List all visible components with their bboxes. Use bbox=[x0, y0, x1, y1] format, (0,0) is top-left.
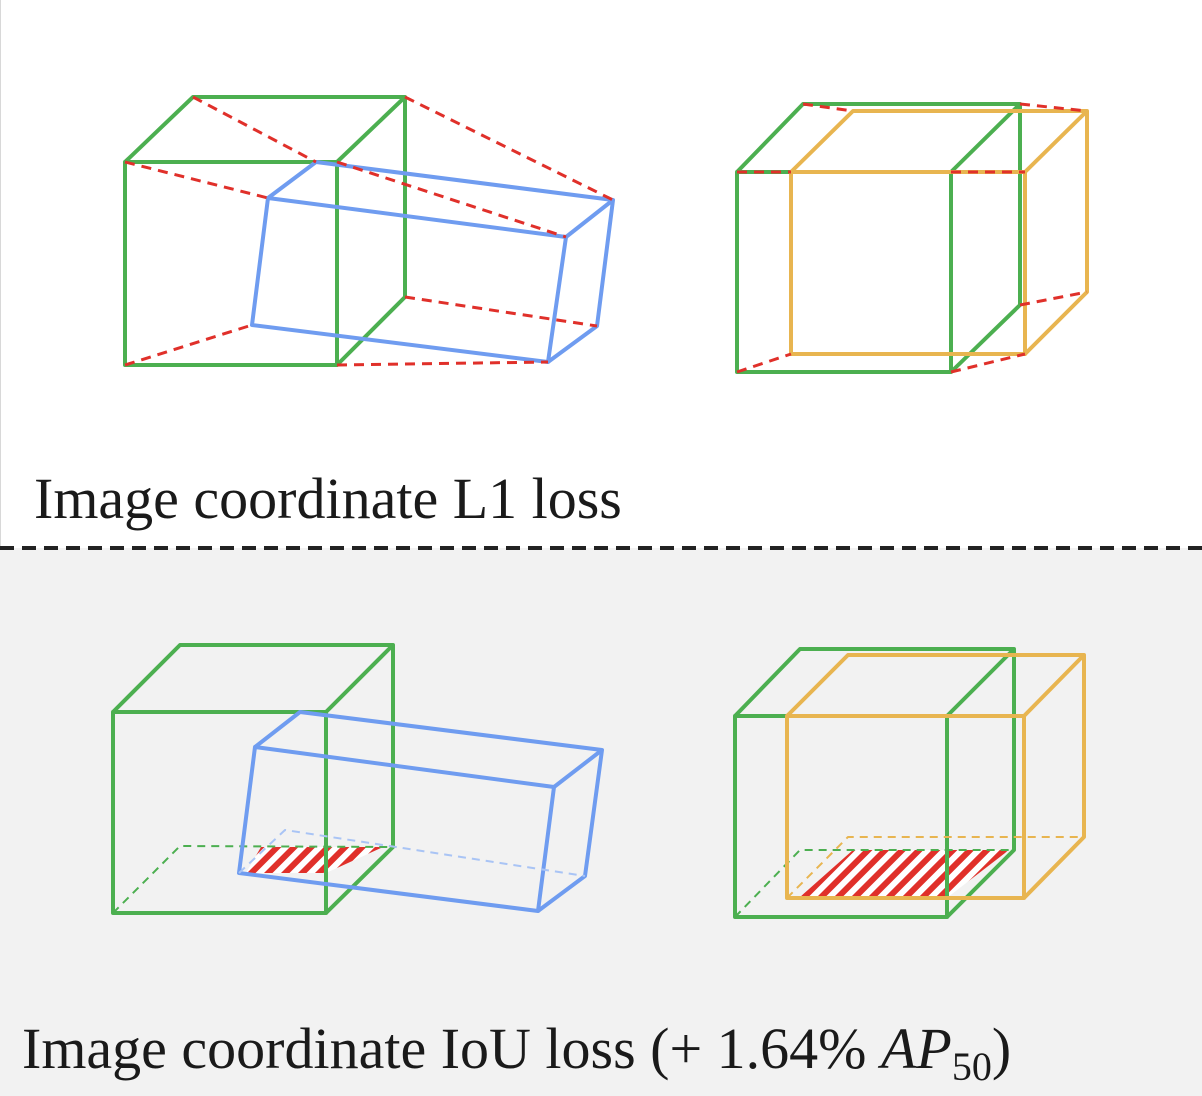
ap-metric: AP bbox=[880, 1016, 952, 1081]
iou-loss-panel bbox=[0, 548, 1202, 1096]
iou-left-pred-box bbox=[237, 710, 604, 913]
iou-loss-caption: Image coordinate IoU loss (+ 1.64% AP50) bbox=[22, 1020, 1011, 1087]
ap-subscript: 50 bbox=[951, 1044, 992, 1089]
caption-close-paren: ) bbox=[991, 1016, 1012, 1081]
iou-left-overlap bbox=[246, 847, 383, 873]
iou-left-gt-cube bbox=[111, 643, 395, 915]
iou-right-overlap bbox=[800, 850, 1009, 897]
l1-right-gt-cube bbox=[735, 102, 1022, 374]
l1-right-pred-box bbox=[789, 109, 1089, 356]
l1-left-pred-box bbox=[250, 160, 615, 364]
l1-loss-panel bbox=[0, 0, 1, 548]
iou-loss-caption-text: Image coordinate IoU loss (+ 1.64% bbox=[22, 1016, 881, 1081]
l1-right-correspondence-lines bbox=[736, 102, 1088, 374]
l1-loss-caption: Image coordinate L1 loss bbox=[34, 466, 622, 531]
iou-right-pred-box bbox=[785, 653, 1086, 900]
l1-left-correspondence-lines bbox=[124, 95, 614, 367]
